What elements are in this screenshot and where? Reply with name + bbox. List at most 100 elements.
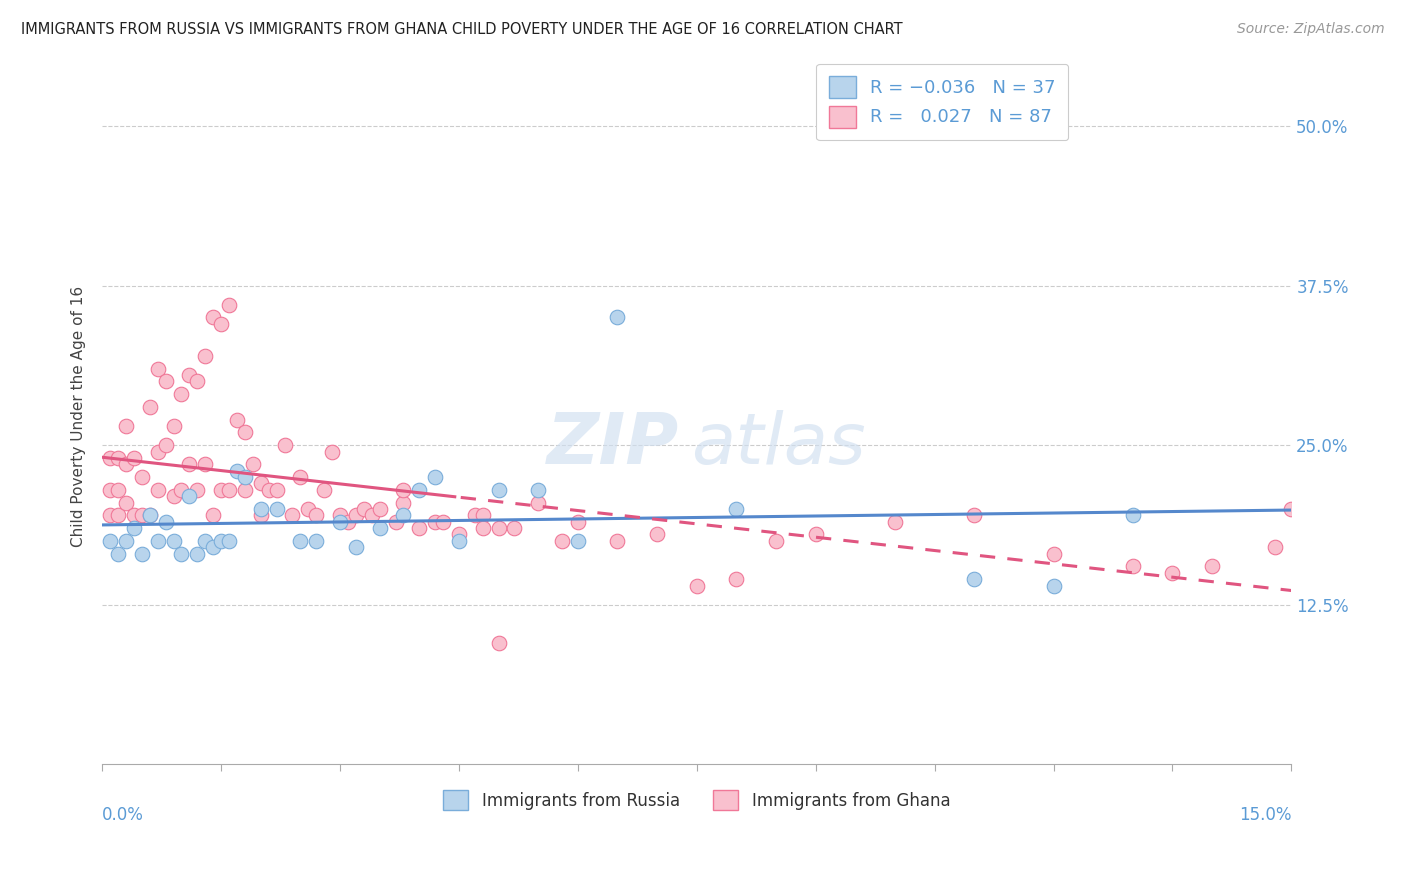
Point (194, 349, 217, 363)
Point (447, 533, 470, 548)
Point (226, 412, 249, 426)
Point (162, 533, 184, 548)
Point (162, 419, 184, 434)
Point (392, 483, 415, 497)
Point (527, 495, 550, 509)
Point (186, 547, 208, 561)
Point (281, 508, 304, 523)
Point (1122, 559, 1144, 574)
Point (1279, 502, 1302, 516)
Point (233, 425, 256, 440)
Point (162, 489, 184, 503)
Point (155, 374, 177, 388)
Point (368, 502, 391, 516)
Point (115, 533, 138, 548)
Point (107, 508, 129, 523)
Point (963, 572, 986, 586)
Point (290, 470, 312, 484)
Point (209, 533, 232, 548)
Point (1122, 508, 1144, 523)
Point (686, 578, 709, 592)
Point (551, 533, 574, 548)
Point (131, 470, 153, 484)
Point (645, 527, 668, 541)
Point (963, 508, 986, 523)
Point (218, 483, 240, 497)
Point (170, 387, 193, 401)
Point (765, 533, 787, 548)
Point (226, 464, 249, 478)
Point (209, 483, 232, 497)
Point (329, 508, 352, 523)
Point (155, 438, 177, 452)
Point (1201, 559, 1223, 574)
Point (344, 508, 367, 523)
Point (1042, 547, 1064, 561)
Point (202, 508, 225, 523)
Point (425, 470, 447, 484)
Text: IMMIGRANTS FROM RUSSIA VS IMMIGRANTS FROM GHANA CHILD POVERTY UNDER THE AGE OF 1: IMMIGRANTS FROM RUSSIA VS IMMIGRANTS FRO… (21, 22, 903, 37)
Text: Source: ZipAtlas.com: Source: ZipAtlas.com (1237, 22, 1385, 37)
Point (725, 572, 748, 586)
Point (273, 438, 295, 452)
Point (305, 508, 328, 523)
Point (170, 483, 193, 497)
Point (567, 515, 589, 529)
Point (464, 508, 486, 523)
Point (392, 508, 415, 523)
Point (179, 368, 201, 382)
Point (115, 495, 138, 509)
Point (209, 317, 232, 331)
Point (194, 533, 217, 548)
Point (218, 298, 240, 312)
Y-axis label: Child Poverty Under the Age of 16: Child Poverty Under the Age of 16 (72, 285, 86, 547)
Point (567, 533, 589, 548)
Point (139, 508, 162, 523)
Point (202, 310, 225, 325)
Point (488, 521, 510, 535)
Point (155, 515, 177, 529)
Point (186, 374, 208, 388)
Point (408, 521, 430, 535)
Point (447, 527, 470, 541)
Point (257, 483, 280, 497)
Point (884, 515, 907, 529)
Point (242, 457, 264, 471)
Point (122, 450, 145, 465)
Point (488, 483, 510, 497)
Point (1264, 541, 1286, 555)
Point (503, 521, 526, 535)
Point (321, 444, 343, 458)
Point (432, 515, 454, 529)
Point (98, 450, 121, 465)
Text: ZIP: ZIP (547, 409, 679, 479)
Point (146, 361, 169, 376)
Point (131, 547, 153, 561)
Point (471, 508, 494, 523)
Point (131, 508, 153, 523)
Point (314, 483, 336, 497)
Point (115, 419, 138, 434)
Point (146, 533, 169, 548)
Text: atlas: atlas (690, 409, 866, 479)
Point (233, 470, 256, 484)
Point (146, 483, 169, 497)
Point (425, 515, 447, 529)
Text: 15.0%: 15.0% (1239, 806, 1291, 824)
Point (98, 483, 121, 497)
Legend: Immigrants from Russia, Immigrants from Ghana: Immigrants from Russia, Immigrants from … (434, 781, 959, 819)
Point (305, 533, 328, 548)
Point (353, 502, 375, 516)
Point (527, 483, 550, 497)
Point (98, 533, 121, 548)
Point (218, 533, 240, 548)
Point (384, 515, 406, 529)
Point (202, 541, 225, 555)
Point (1042, 578, 1064, 592)
Point (804, 527, 827, 541)
Point (194, 457, 217, 471)
Point (233, 483, 256, 497)
Point (107, 450, 129, 465)
Point (408, 483, 430, 497)
Point (122, 508, 145, 523)
